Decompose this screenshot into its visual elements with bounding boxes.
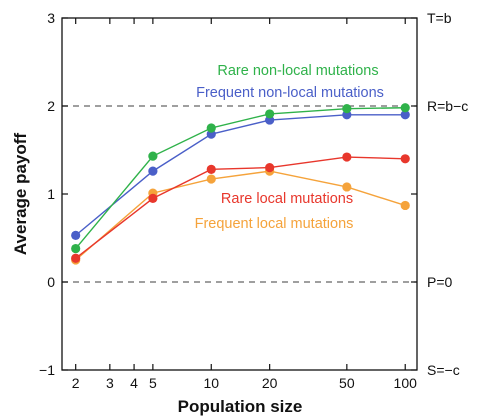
data-point	[71, 243, 81, 254]
y-tick-label: 2	[47, 98, 55, 114]
data-point	[148, 166, 158, 176]
series-labels: Rare non-local mutations Frequent non-loc…	[195, 63, 384, 232]
data-point	[148, 193, 158, 203]
series-label: Frequent local mutations	[195, 216, 354, 232]
reference-label: R=b−c	[427, 98, 468, 114]
series-line	[75, 170, 406, 261]
y-tick-label: 1	[47, 186, 55, 202]
data-point	[400, 154, 410, 164]
series-line	[75, 156, 406, 259]
series-line	[75, 107, 406, 250]
data-point	[342, 104, 352, 114]
data-point	[342, 182, 352, 192]
data-point	[71, 230, 81, 240]
x-tick-label: 4	[130, 375, 138, 391]
data-point	[206, 174, 216, 184]
reference-label: P=0	[427, 274, 453, 290]
x-tick-label: 5	[149, 375, 157, 391]
data-point	[342, 152, 352, 162]
series-label: Rare non-local mutations	[217, 63, 378, 79]
x-tick-label: 10	[203, 375, 219, 391]
series-line	[75, 114, 406, 236]
data-point	[206, 164, 216, 174]
data-point	[265, 163, 275, 173]
x-tick-label: 50	[339, 375, 355, 391]
series-label: Frequent non-local mutations	[196, 85, 384, 101]
y-tick-label: 0	[47, 274, 55, 290]
x-tick-label: 2	[72, 375, 80, 391]
y-axis-title: Average payoff	[11, 133, 30, 256]
y-tick-label: 3	[47, 10, 55, 26]
series-label: Rare local mutations	[221, 191, 353, 207]
x-tick-label: 20	[262, 375, 278, 391]
x-tick-label: 100	[394, 375, 418, 391]
x-tick-label: 3	[106, 375, 114, 391]
reference-label: T=b	[427, 10, 452, 26]
data-point	[400, 110, 410, 120]
data-point	[400, 103, 410, 113]
reference-label: S=−c	[427, 362, 460, 378]
data-point	[400, 200, 410, 211]
reference-lines: T=b R=b−c P=0 S=−c	[62, 10, 468, 378]
data-point	[265, 109, 275, 119]
data-point	[71, 253, 81, 263]
data-point	[148, 151, 158, 161]
data-point	[206, 123, 216, 133]
series-group	[71, 103, 410, 265]
y-tick-label: −1	[39, 362, 55, 378]
x-axis-title: Population size	[178, 397, 303, 416]
